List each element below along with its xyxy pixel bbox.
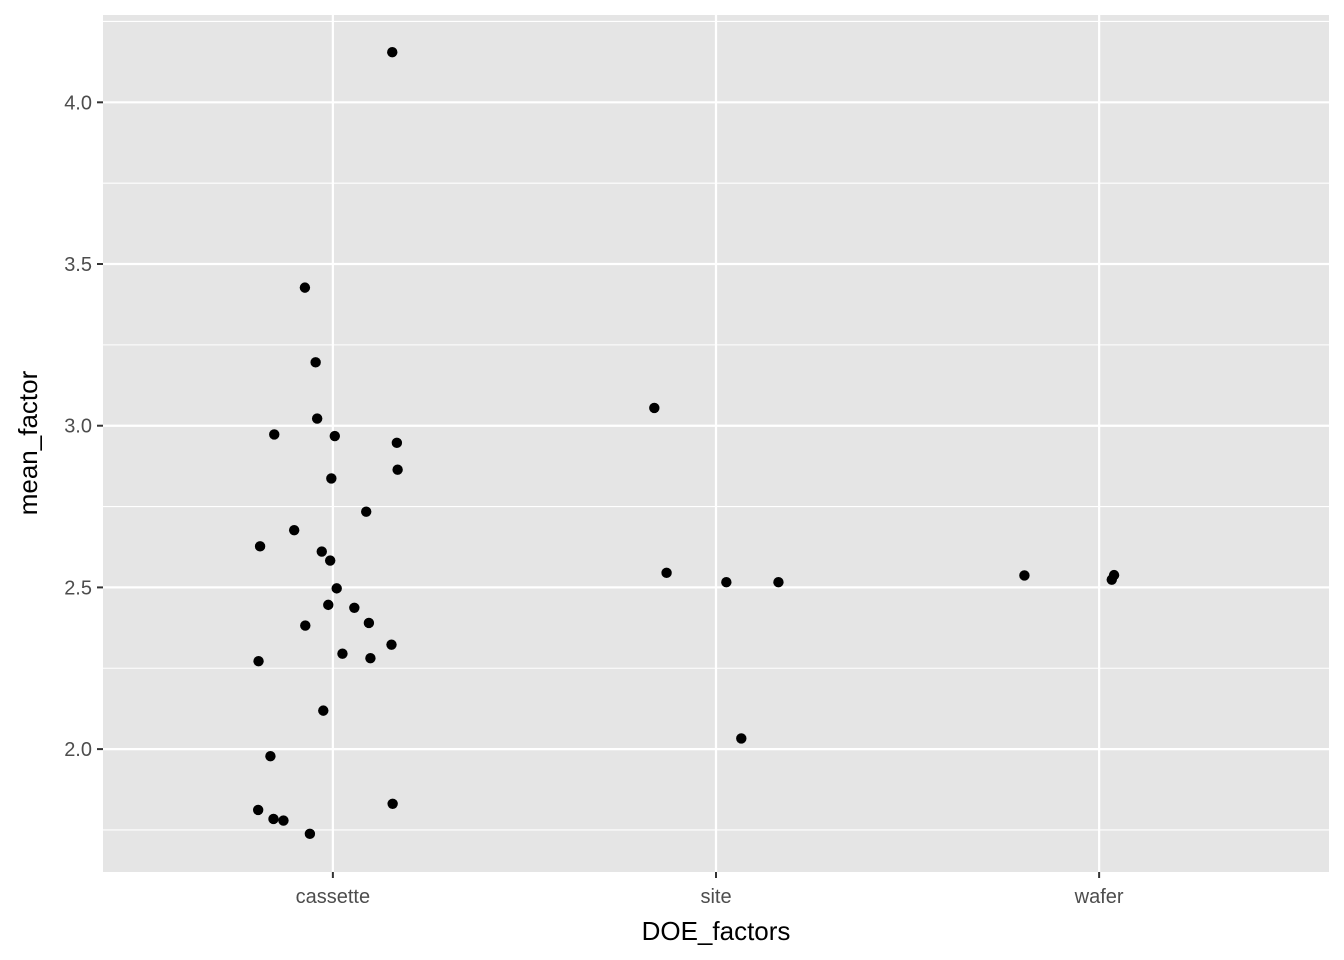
data-point xyxy=(331,583,342,594)
data-point xyxy=(337,648,348,659)
data-point xyxy=(252,804,264,816)
x-tick-label: wafer xyxy=(1074,886,1124,908)
x-tick-label: cassette xyxy=(296,886,370,908)
major-gridlines xyxy=(103,15,1329,872)
data-point xyxy=(649,402,660,414)
y-axis-title: mean_factor xyxy=(13,370,43,515)
data-point xyxy=(391,437,403,449)
data-point xyxy=(363,617,375,629)
data-point xyxy=(268,813,279,825)
y-tick-label: 4.0 xyxy=(64,92,92,114)
y-tick-label: 3.5 xyxy=(64,254,92,276)
data-point xyxy=(300,620,311,631)
data-point xyxy=(253,655,264,667)
data-point xyxy=(324,555,336,566)
data-point xyxy=(386,639,397,650)
x-axis: cassette site wafer xyxy=(296,872,1124,908)
data-point xyxy=(311,413,323,424)
data-point xyxy=(1019,570,1030,581)
data-point xyxy=(278,815,289,826)
y-axis: 2.0 2.5 3.0 3.5 4.0 xyxy=(64,92,103,761)
data-point xyxy=(310,357,321,368)
data-point xyxy=(349,602,360,613)
data-point xyxy=(387,798,398,809)
y-tick-label: 2.5 xyxy=(64,577,92,599)
data-point xyxy=(736,733,747,744)
data-point xyxy=(387,46,398,58)
data-point xyxy=(392,464,403,475)
data-point xyxy=(265,751,276,762)
x-axis-title: DOE_factors xyxy=(642,916,791,946)
data-points xyxy=(252,46,1120,840)
x-tick-label: site xyxy=(700,886,731,908)
data-point xyxy=(365,653,376,664)
data-point xyxy=(323,599,334,611)
data-point xyxy=(304,828,316,840)
data-point xyxy=(1106,574,1117,585)
data-point xyxy=(318,705,329,716)
y-tick-label: 3.0 xyxy=(64,416,92,438)
data-point xyxy=(316,546,327,557)
data-point xyxy=(269,429,280,440)
data-point xyxy=(661,567,672,579)
y-tick-label: 2.0 xyxy=(64,739,92,761)
data-point xyxy=(326,473,337,484)
data-point xyxy=(288,524,300,536)
data-point xyxy=(299,282,311,293)
data-point xyxy=(721,577,732,588)
data-point xyxy=(361,506,372,517)
data-point xyxy=(329,430,340,442)
data-point xyxy=(254,541,266,552)
data-point xyxy=(773,577,784,588)
